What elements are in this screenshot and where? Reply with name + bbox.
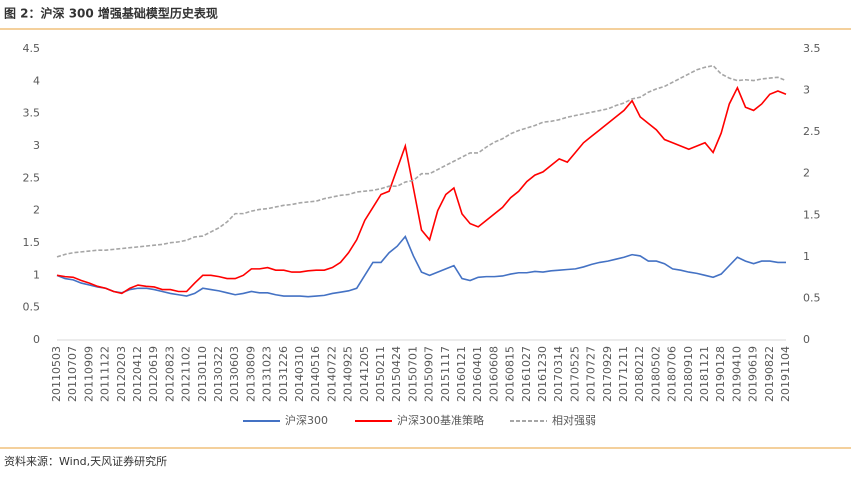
x-tick-label: 20150211 <box>374 346 387 402</box>
x-tick-label: 20130809 <box>244 346 257 402</box>
x-tick-label: 20151117 <box>439 346 452 402</box>
x-tick-label: 20170314 <box>552 346 565 402</box>
x-tick-label: 20171211 <box>617 346 630 402</box>
x-tick-label: 20181121 <box>698 346 711 402</box>
series-line <box>56 64 787 258</box>
y2-tick-label: 1.5 <box>803 208 821 221</box>
x-tick-label: 20161230 <box>536 346 549 402</box>
x-tick-label: 20180212 <box>633 346 646 402</box>
x-tick-label: 20131023 <box>261 346 274 402</box>
y-tick-label: 0 <box>33 333 40 346</box>
x-tick-label: 20170525 <box>568 346 581 402</box>
x-tick-label: 20170929 <box>601 346 614 402</box>
legend-label: 沪深300 <box>285 413 328 427</box>
x-tick-label: 20180706 <box>666 346 679 402</box>
y-tick-label: 4 <box>33 74 40 87</box>
x-tick-label: 20170727 <box>585 346 598 402</box>
y2-tick-label: 2.5 <box>803 125 821 138</box>
x-tick-label: 20120823 <box>163 346 176 402</box>
x-tick-label: 20130110 <box>196 346 209 402</box>
x-tick-label: 20140925 <box>342 346 355 402</box>
x-tick-label: 20180502 <box>649 346 662 402</box>
x-tick-label: 20120619 <box>147 346 160 402</box>
x-tick-label: 20190619 <box>747 346 760 402</box>
x-tick-label: 20160401 <box>471 346 484 402</box>
chart-title: 图 2：沪深 300 增强基础模型历史表现 <box>4 6 218 21</box>
x-tick-label: 20140516 <box>309 346 322 402</box>
y-tick-label: 3.5 <box>23 107 41 120</box>
series-line <box>56 235 786 298</box>
y2-tick-label: 2 <box>803 167 810 180</box>
y-tick-label: 2 <box>33 204 40 217</box>
y2-tick-label: 1 <box>803 250 810 263</box>
x-tick-label: 20180910 <box>682 346 695 402</box>
y-tick-label: 2.5 <box>23 171 41 184</box>
x-tick-label: 20130322 <box>212 346 225 402</box>
y2-tick-label: 0 <box>803 333 810 346</box>
source: 资料来源：Wind,天风证券研究所 <box>4 454 167 468</box>
x-tick-label: 20110503 <box>50 346 63 402</box>
y-tick-label: 1.5 <box>23 236 41 249</box>
x-tick-label: 20160815 <box>504 346 517 402</box>
x-tick-label: 20111122 <box>99 346 112 402</box>
x-tick-label: 20190410 <box>730 346 743 402</box>
x-tick-label: 20131226 <box>277 346 290 402</box>
x-tick-label: 20140722 <box>325 346 338 402</box>
x-tick-label: 20140310 <box>293 346 306 402</box>
x-tick-label: 20120203 <box>115 346 128 402</box>
x-tick-label: 20150701 <box>406 346 419 402</box>
series-line <box>56 85 787 295</box>
y-tick-label: 3 <box>33 139 40 152</box>
x-tick-label: 20160608 <box>487 346 500 402</box>
x-tick-label: 20150424 <box>390 346 403 402</box>
y-tick-label: 0.5 <box>23 301 41 314</box>
x-tick-label: 20120412 <box>131 346 144 402</box>
x-tick-label: 20121102 <box>180 346 193 402</box>
y2-tick-label: 3.5 <box>803 42 821 55</box>
x-tick-label: 20190822 <box>763 346 776 402</box>
x-tick-label: 20160121 <box>455 346 468 402</box>
y-tick-label: 1 <box>33 268 40 281</box>
x-tick-label: 20150907 <box>423 346 436 402</box>
x-tick-label: 20141205 <box>358 346 371 402</box>
x-tick-label: 20110707 <box>66 346 79 402</box>
y2-tick-label: 0.5 <box>803 291 821 304</box>
x-tick-label: 20161027 <box>520 346 533 402</box>
x-tick-label: 20110909 <box>82 346 95 402</box>
legend-label: 相对强弱 <box>552 413 596 427</box>
x-tick-label: 20191104 <box>779 346 792 402</box>
y2-tick-label: 3 <box>803 84 810 97</box>
legend-label: 沪深300基准策略 <box>397 413 484 427</box>
y-tick-label: 4.5 <box>23 42 41 55</box>
x-tick-label: 20190128 <box>714 346 727 402</box>
x-tick-label: 20130603 <box>228 346 241 402</box>
